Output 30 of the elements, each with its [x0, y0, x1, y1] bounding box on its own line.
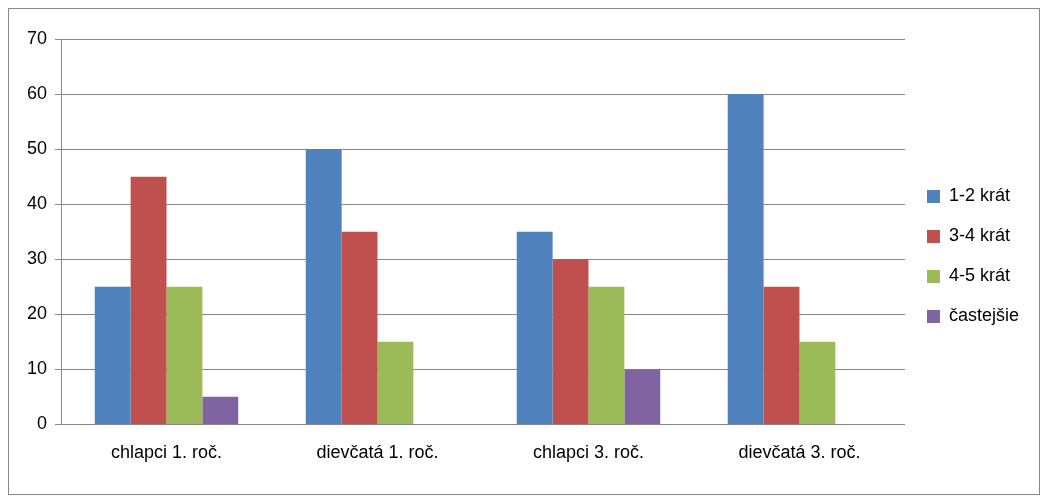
- bar: [624, 369, 661, 424]
- bar: [799, 341, 836, 424]
- x-tick-label: chlapci 1. roč.: [110, 442, 223, 463]
- y-tick-label: 10: [26, 358, 48, 379]
- bar: [763, 286, 800, 424]
- bar: [552, 259, 589, 424]
- bar: [166, 286, 203, 424]
- y-tick-label: 70: [26, 27, 48, 48]
- y-tick-label: 40: [26, 193, 48, 214]
- bar: [305, 149, 342, 424]
- bar: [202, 396, 239, 424]
- legend-label: 4-5 krát: [948, 265, 1010, 286]
- y-tick-label: 50: [26, 138, 48, 159]
- y-tick-label: 20: [26, 303, 48, 324]
- bar: [516, 231, 553, 424]
- y-tick-label: 60: [26, 83, 48, 104]
- x-tick-label: dievčatá 3. roč.: [738, 442, 861, 463]
- bar: [727, 94, 764, 424]
- bar: [341, 231, 378, 424]
- y-tick-label: 0: [37, 413, 48, 434]
- bar: [130, 176, 167, 424]
- bar: [588, 286, 625, 424]
- x-tick-label: dievčatá 1. roč.: [316, 442, 439, 463]
- x-tick-label: chlapci 3. roč.: [532, 442, 645, 463]
- bar: [94, 286, 131, 424]
- y-tick-label: 30: [26, 248, 48, 269]
- legend-label: 1-2 krát: [948, 185, 1010, 206]
- legend-label: 3-4 krát: [948, 225, 1010, 246]
- bar: [377, 341, 414, 424]
- legend-label: častejšie: [948, 305, 1019, 326]
